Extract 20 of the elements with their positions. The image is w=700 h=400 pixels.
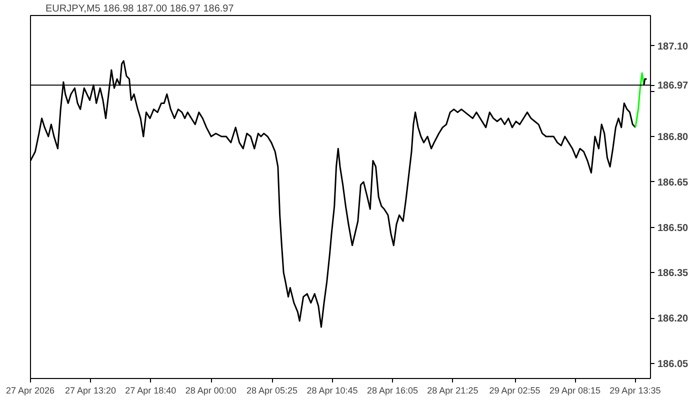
y-tick-label: 186.80 (658, 132, 689, 143)
x-tick-label: 27 Apr 13:20 (64, 386, 116, 396)
chart-title: EURJPY,M5 186.98 187.00 186.97 186.97 (46, 4, 234, 14)
x-tick-label: 28 Apr 10:45 (306, 386, 358, 396)
y-tick-label: 186.05 (658, 358, 689, 370)
x-tick-label: 28 Apr 05:25 (246, 386, 298, 396)
y-tick-label: 186.65 (658, 177, 689, 188)
x-tick-label: 28 Apr 21:25 (427, 386, 478, 396)
y-tick-label: 186.50 (658, 222, 689, 234)
y-tick-label: 186.20 (658, 314, 689, 324)
x-tick-label: 28 Apr 00:00 (185, 386, 236, 396)
x-tick-label: 27 Apr 18:40 (125, 386, 176, 396)
x-tick-label: 29 Apr 13:35 (610, 386, 661, 396)
x-tick-label: 28 Apr 16:05 (366, 386, 418, 396)
x-tick-label: 29 Apr 08:15 (549, 386, 601, 396)
ref-line-label: 186.97 (658, 80, 689, 92)
y-tick-label: 187.10 (658, 41, 689, 52)
x-tick-label: 29 Apr 02:55 (489, 386, 540, 396)
y-tick-label: 186.35 (658, 268, 689, 280)
x-tick-label: 27 Apr 2026 (6, 386, 55, 396)
